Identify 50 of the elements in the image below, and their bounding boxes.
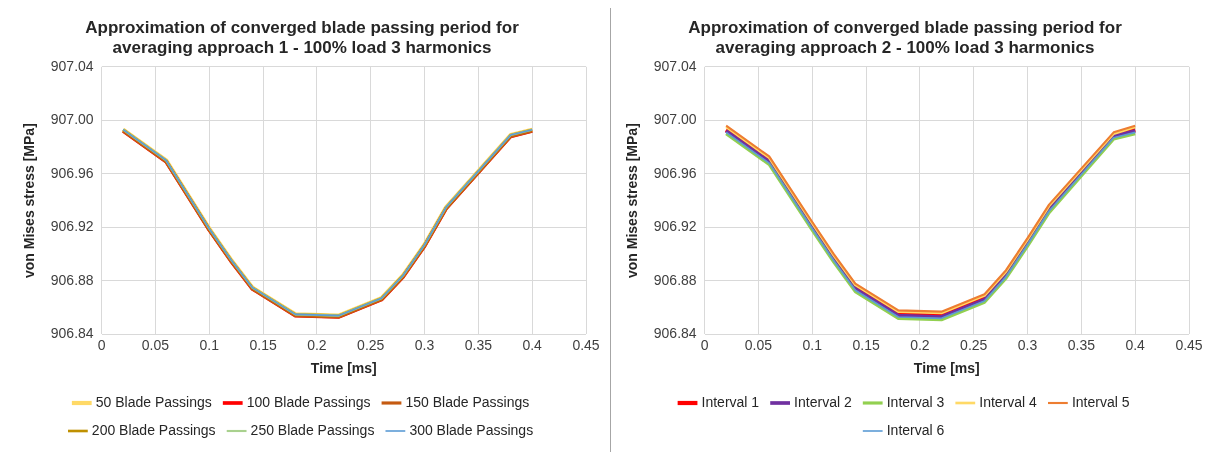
x-tick-label: 0.3 bbox=[1017, 336, 1038, 353]
x-tick-label: 0.2 bbox=[910, 336, 930, 353]
legend-label: Interval 2 bbox=[794, 393, 852, 410]
y-tick-label: 906.96 bbox=[653, 164, 697, 181]
chart-title: Approximation of converged blade passing period for averaging approach 2 - 100% load 3 harmonics bbox=[688, 17, 1123, 58]
x-tick-label: 0 bbox=[97, 336, 106, 353]
y-tick-label: 907.04 bbox=[653, 57, 697, 74]
y-tick-label: 906.92 bbox=[653, 218, 697, 235]
x-tick-label: 0.15 bbox=[249, 336, 277, 353]
legend-label: Interval 4 bbox=[979, 393, 1038, 410]
y-tick-label: 907.00 bbox=[50, 111, 94, 128]
legend-label: Interval 1 bbox=[701, 393, 760, 410]
x-tick-label: 0.4 bbox=[522, 336, 543, 353]
y-tick-label: 907.00 bbox=[653, 111, 697, 128]
legend-label: Interval 3 bbox=[886, 393, 945, 410]
legend-label: 50 Blade Passings bbox=[95, 393, 212, 410]
legend-label: 100 Blade Passings bbox=[246, 393, 371, 410]
x-tick-label: 0.45 bbox=[1175, 336, 1203, 353]
y-tick-label: 906.84 bbox=[50, 325, 94, 342]
y-tick-label: 906.96 bbox=[50, 164, 94, 181]
legend-label: 250 Blade Passings bbox=[250, 421, 375, 438]
legend-label: Interval 5 bbox=[1071, 393, 1130, 410]
x-tick-label: 0.1 bbox=[802, 336, 823, 353]
y-tick-label: 906.92 bbox=[50, 218, 94, 235]
chart-title: Approximation of converged blade passing period for averaging approach 1 - 100% load 3 harmonics bbox=[85, 17, 520, 58]
y-axis-title: von Mises stress [MPa] bbox=[21, 123, 38, 279]
legend-label: 150 Blade Passings bbox=[405, 393, 530, 410]
legend-label: 300 Blade Passings bbox=[409, 421, 534, 438]
x-tick-label: 0.25 bbox=[357, 336, 385, 353]
y-tick-label: 906.88 bbox=[50, 271, 94, 288]
x-tick-label: 0.3 bbox=[414, 336, 435, 353]
x-tick-label: 0.05 bbox=[744, 336, 773, 353]
y-tick-label: 906.84 bbox=[653, 325, 697, 342]
legend-label: 200 Blade Passings bbox=[91, 421, 216, 438]
y-axis-title: von Mises stress [MPa] bbox=[624, 123, 641, 279]
x-tick-label: 0.1 bbox=[199, 336, 220, 353]
x-tick-label: 0.45 bbox=[572, 336, 600, 353]
y-tick-label: 906.88 bbox=[653, 271, 697, 288]
x-tick-label: 0.35 bbox=[1067, 336, 1096, 353]
x-tick-label: 0.15 bbox=[852, 336, 880, 353]
x-tick-label: 0.2 bbox=[307, 336, 327, 353]
x-tick-label: 0 bbox=[700, 336, 709, 353]
legend-label: Interval 6 bbox=[886, 421, 945, 438]
x-axis-title: Time [ms] bbox=[913, 360, 980, 377]
x-tick-label: 0.4 bbox=[1125, 336, 1146, 353]
y-tick-label: 907.04 bbox=[50, 57, 94, 74]
x-axis-title: Time [ms] bbox=[310, 360, 377, 377]
x-tick-label: 0.05 bbox=[141, 336, 170, 353]
x-tick-label: 0.25 bbox=[960, 336, 988, 353]
x-tick-label: 0.35 bbox=[464, 336, 493, 353]
